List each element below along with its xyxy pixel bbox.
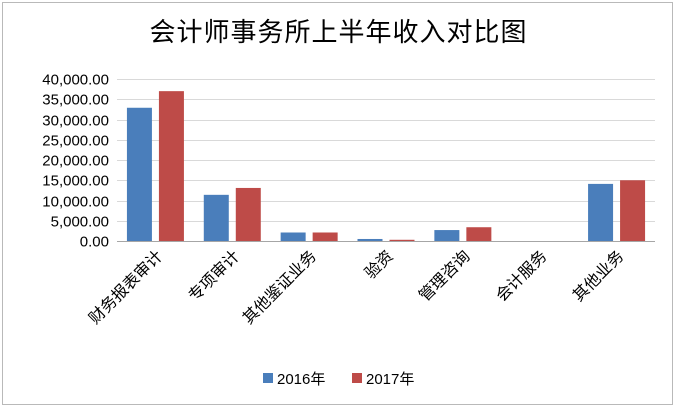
bar [203, 194, 229, 241]
category-label: 其他鉴证业务 [239, 246, 320, 327]
legend-swatch [263, 373, 273, 383]
bar [357, 238, 383, 241]
bar [280, 232, 306, 241]
category-label: 验资 [361, 246, 397, 282]
gridlines [117, 79, 655, 242]
y-tick-label: 10,000.00 [42, 194, 109, 211]
y-tick-label: 25,000.00 [42, 133, 109, 150]
chart-frame [2, 2, 673, 405]
y-tick-label: 40,000.00 [42, 72, 109, 89]
y-tick-label: 20,000.00 [42, 153, 109, 170]
category-label: 财务报表审计 [85, 246, 166, 327]
legend: 2016年 2017年 [263, 371, 414, 388]
bar [620, 180, 646, 241]
category-label: 专项审计 [184, 246, 243, 305]
bar [126, 107, 152, 241]
bar [466, 227, 492, 241]
legend-swatch [352, 373, 362, 383]
y-tick-label: 35,000.00 [42, 92, 109, 109]
bar [312, 232, 338, 241]
bar [434, 230, 460, 241]
bar [235, 187, 261, 241]
category-label: 管理咨询 [415, 246, 474, 305]
y-tick-label: 5,000.00 [51, 214, 109, 231]
chart-title: 会计师事务所上半年收入对比图 [149, 18, 528, 48]
bars [126, 91, 646, 242]
category-label: 其他业务 [569, 246, 628, 305]
y-tick-label: 15,000.00 [42, 173, 109, 190]
legend-label: 2016年 [277, 371, 325, 388]
category-label: 会计服务 [492, 246, 551, 305]
bar [389, 239, 415, 241]
bar [588, 183, 614, 241]
legend-label: 2017年 [366, 371, 414, 388]
y-tick-label: 30,000.00 [42, 113, 109, 130]
y-axis-ticks: 0.00 5,000.00 10,000.00 15,000.00 20,000.00 2… [42, 72, 109, 251]
y-tick-label: 0.00 [80, 234, 109, 251]
bar [158, 91, 184, 242]
